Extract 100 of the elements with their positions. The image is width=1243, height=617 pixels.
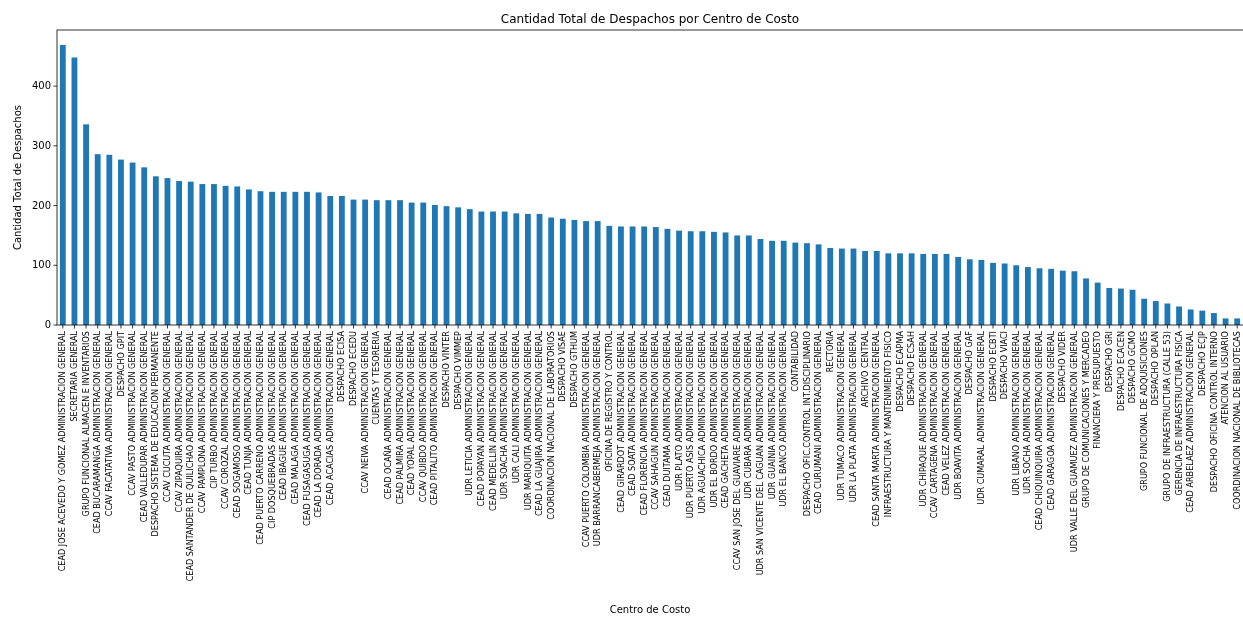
bar xyxy=(141,167,148,325)
bar xyxy=(990,262,996,325)
bar xyxy=(862,250,869,325)
x-tick-label: UDR CHIPAQUE ADMINISTRACION GENERAL xyxy=(917,330,928,507)
x-tick-label: DESPACHO ECAPMA xyxy=(894,330,905,412)
x-tick-label: CEAD MALAGA ADMINISTRACION GENERAL xyxy=(289,330,300,505)
x-tick-label: GRUPO DE COMUNICACIONES Y MERCADEO xyxy=(1080,331,1091,509)
x-tick-label: DESPACHO ECACEN xyxy=(1115,331,1126,411)
bar xyxy=(769,240,775,325)
x-tick-label: CEAD DUITAMA ADMINISTRACION GENERAL xyxy=(662,330,673,507)
x-tick-label: UDR SOCHA ADMINISTRACION GENERAL xyxy=(1022,330,1033,494)
x-tick-label: CEAD GARAGOA ADMINISTRACION GENERAL xyxy=(1045,330,1056,511)
bar xyxy=(234,186,241,325)
x-tick-label: CEAD JOSE ACEVEDO Y GOMEZ ADMINISTRACION GENERAL xyxy=(57,330,68,572)
x-tick-label: CEAD ACACIAS ADMINISTRACION GENERAL xyxy=(324,330,335,506)
bar xyxy=(676,230,682,325)
bar xyxy=(1187,309,1194,325)
x-tick-label: CEAD POPAYAN ADMINISTRACION GENERAL xyxy=(475,330,486,507)
x-tick-label: DESPACHO GTHUM xyxy=(569,330,580,408)
bar xyxy=(583,221,589,325)
x-tick-label: DESPACHO ECBTI xyxy=(987,331,998,402)
x-tick-label: CUENTAS Y TESORERIA xyxy=(371,330,382,425)
x-tick-label: CONTABILIDAD xyxy=(789,331,800,392)
x-tick-label: CCAV QUIBDO ADMINISTRACION GENERAL xyxy=(417,330,428,503)
x-tick-label: UDR PLATO ADMINISTRACION GENERAL xyxy=(673,330,684,492)
bar xyxy=(745,235,752,325)
bar xyxy=(897,253,903,325)
bar xyxy=(187,181,194,325)
x-tick-label: GRUPO FUNCIONAL DE ADQUISICIONES xyxy=(1138,331,1149,491)
bar xyxy=(199,184,206,325)
x-tick-label: CEAD CURUMANI ADMINISTRACION GENERAL xyxy=(813,330,824,515)
bar xyxy=(280,191,287,325)
bar xyxy=(1234,318,1241,325)
x-tick-label: DESPACHO ECISA xyxy=(336,330,347,402)
y-tick-label: 100 xyxy=(31,259,51,271)
bar xyxy=(1141,298,1148,325)
x-tick-label: UDR BARRANCABERMEJA ADMINISTRACION GENERAL xyxy=(592,330,603,547)
bar xyxy=(431,204,438,325)
x-tick-label: UDR GUAINIA ADMINISTRACION GENERAL xyxy=(766,330,777,500)
x-tick-label: UDR EL BORDO ADMINISTRACION GENERAL xyxy=(708,330,719,508)
x-tick-label: CEAD FLORENCIA ADMINISTRACION GENERAL xyxy=(638,330,649,516)
x-tick-label: DESPACHO GPIT xyxy=(115,330,126,397)
bar xyxy=(420,202,427,325)
bar xyxy=(525,213,531,325)
x-tick-label: SECRETARIA GENERAL xyxy=(69,330,80,422)
bar xyxy=(1001,263,1008,325)
bar xyxy=(594,221,601,325)
x-tick-label: CEAD OCAÑA ADMINISTRACION GENERAL xyxy=(382,330,393,500)
x-tick-label: DESPACHO OFIC.CONTROL INT.DISCIPLINARIO xyxy=(801,331,812,517)
bar xyxy=(1106,287,1113,325)
bar xyxy=(548,217,555,325)
bar xyxy=(211,184,217,325)
x-tick-label: DESPACHO ECSAH xyxy=(906,331,917,406)
x-tick-label: CEAD FUSAGASUGA ADMINISTRACION GENERAL xyxy=(301,330,312,526)
bar xyxy=(641,226,648,325)
x-tick-label: RECTORIA xyxy=(824,330,835,373)
bar xyxy=(606,225,613,325)
y-tick-label: 400 xyxy=(31,80,51,92)
y-tick-label: 0 xyxy=(44,319,51,331)
x-tick-label: UDR SOACHA ADMINISTRACION GENERAL xyxy=(499,330,510,500)
bar xyxy=(397,200,403,325)
bar xyxy=(1118,288,1124,325)
bar xyxy=(792,242,799,325)
x-tick-label: DESPACHO SISTEMA DE EDUCACION PERMANENTE xyxy=(150,331,161,537)
bar xyxy=(780,240,787,325)
bar xyxy=(466,209,473,325)
bar xyxy=(176,181,182,325)
x-tick-label: DESPACHO VINTER xyxy=(441,330,452,408)
bar xyxy=(815,244,822,325)
x-tick-label: UDR CUBARA ADMINISTRACION GENERAL xyxy=(743,330,754,499)
x-tick-label: CEAD SOGAMOSO ADMINISTRACION GENERAL xyxy=(231,330,242,519)
x-tick-label: DESPACHO VISAE xyxy=(557,331,568,402)
bar xyxy=(955,256,962,325)
x-tick-label: CCAV PASTO ADMINISTRACION GENERAL xyxy=(127,330,138,496)
bar xyxy=(699,231,706,325)
bar xyxy=(711,231,717,325)
x-tick-label: DESPACHO GRI xyxy=(1103,331,1114,393)
x-tick-label: CCAV SAN JOSE DEL GUAVIARE ADMINISTRACION GENERAL xyxy=(731,330,742,571)
x-tick-label: CCAV NEIVA ADMINISTRACION GENERAL xyxy=(359,330,370,494)
bar xyxy=(827,247,834,325)
bar xyxy=(106,154,113,325)
x-axis-title: Centro de Costo xyxy=(609,604,691,615)
bar xyxy=(513,213,520,325)
bar xyxy=(931,253,938,325)
bar xyxy=(618,226,624,325)
x-tick-label: CCAV FACATATIVA ADMINISTRACION GENERAL xyxy=(103,330,114,517)
x-tick-label: CCAV PAMPLONA ADMINISTRACION GENERAL xyxy=(196,330,207,514)
x-tick-label: UDR BOAVITA ADMINISTRACION GENERAL xyxy=(952,330,963,500)
x-tick-label: GRUPO DE INFRAESTRUCTURA (CALLE 53) xyxy=(1162,331,1173,502)
bar xyxy=(83,124,89,325)
bar xyxy=(734,235,741,325)
x-tick-label: DESPACHO GCMO xyxy=(1127,331,1138,404)
x-tick-label: CEAD BUCARAMANGA ADMINISTRACION GENERAL xyxy=(92,330,103,534)
y-tick-label: 200 xyxy=(31,199,51,211)
bar xyxy=(315,192,322,325)
bar xyxy=(1211,313,1217,325)
bar xyxy=(94,154,101,325)
x-tick-label: UDR VALLE DEL GUAMUEZ ADMINISTRACION GENERAL xyxy=(1068,330,1079,553)
x-tick-label: DESPACHO VIACI xyxy=(999,331,1010,400)
x-tick-label: UDR EL BANCO ADMINISTRACION GENERAL xyxy=(778,330,789,507)
